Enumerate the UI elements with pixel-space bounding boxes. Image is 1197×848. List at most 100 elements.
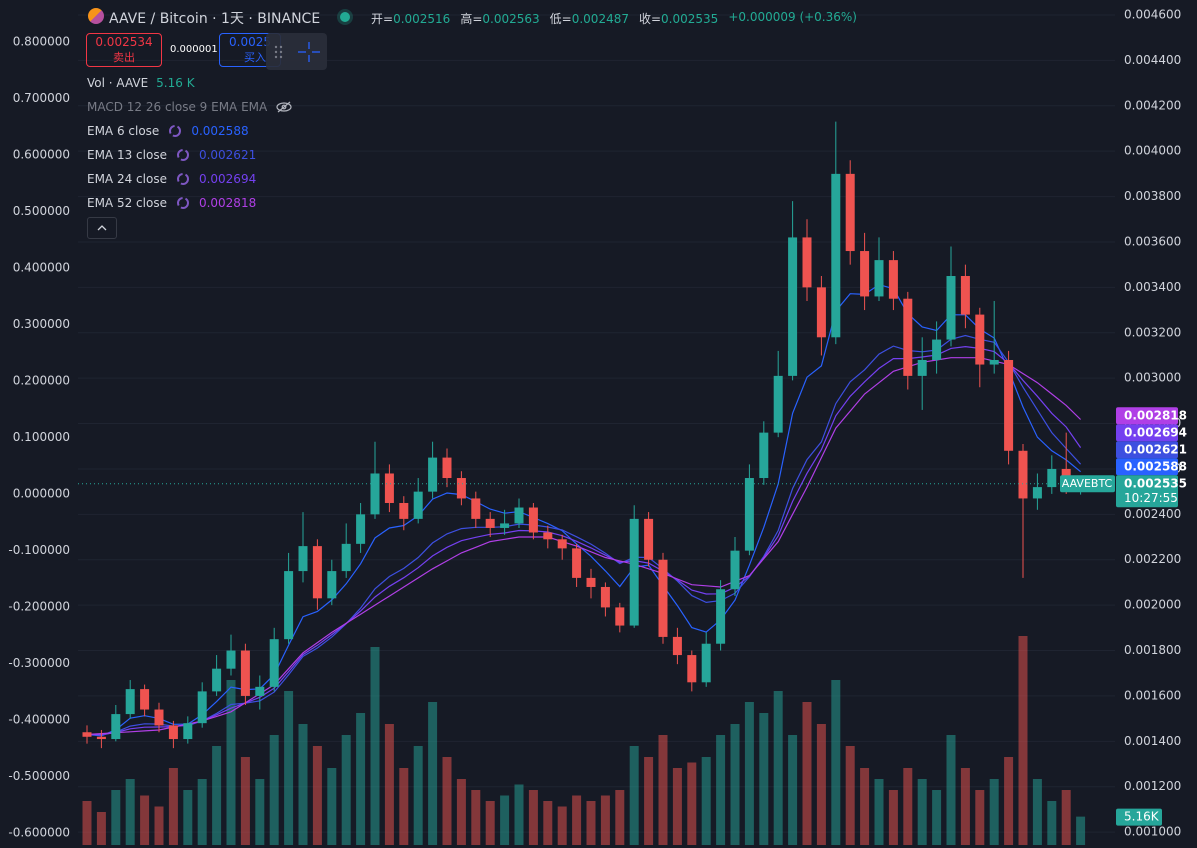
candle-body [111, 714, 121, 740]
candle-body [140, 689, 150, 710]
candle-body [903, 298, 913, 376]
source-icon[interactable] [175, 195, 191, 211]
volume-bar [298, 724, 308, 845]
hidden-icon[interactable] [275, 100, 293, 114]
volume-bar [572, 795, 582, 845]
y2-tick-label: 0.100000 [13, 430, 70, 444]
volume-bar [989, 779, 999, 845]
ema-price-label: 0.002588 [1124, 460, 1187, 474]
drawing-toolbar[interactable] [266, 33, 327, 70]
spread: 0.000001 [170, 44, 218, 55]
buy-price: 0.0025 [229, 35, 271, 49]
volume-bar [514, 784, 524, 845]
last-price-label: 0.002535 [1124, 477, 1187, 491]
candle-body [1047, 468, 1057, 488]
candle-body [1004, 359, 1014, 451]
buy-button[interactable]: 0.0025 买入 [219, 33, 281, 67]
volume-bar [615, 790, 625, 845]
volume-bar [111, 790, 121, 845]
volume-bar [442, 757, 452, 845]
y2-tick-label: 0.600000 [13, 147, 70, 161]
candle-body [226, 650, 236, 669]
ohlc: 开=0.002516 高=0.002563 低=0.002487 收=0.002… [371, 10, 857, 27]
legend-row: EMA 24 close 0.002694 [87, 169, 256, 189]
candle-body [629, 518, 639, 626]
volume-bar [744, 702, 754, 845]
candle-body [284, 571, 294, 640]
y-tick-label: 0.004200 [1124, 98, 1181, 112]
volume-bar [946, 735, 956, 845]
volume-bar [384, 724, 394, 845]
legend-value: 5.16 K [156, 76, 195, 90]
volume-bar [600, 795, 610, 845]
volume-bar [845, 746, 855, 845]
candle-body [586, 577, 596, 587]
volume-bar [716, 735, 726, 845]
ema-price-label: 0.002694 [1124, 426, 1187, 440]
volume-bar [816, 724, 826, 845]
y2-tick-label: 0.800000 [13, 34, 70, 48]
volume-bar [1061, 790, 1071, 845]
volume-bar [212, 746, 222, 845]
volume-bar [456, 779, 466, 845]
source-icon-ring [176, 197, 189, 209]
volume-bar [471, 790, 481, 845]
ema-line [86, 283, 1081, 737]
volume-bar [428, 702, 438, 845]
source-icon[interactable] [175, 147, 191, 163]
candle-body [370, 473, 380, 515]
y2-tick-label: 0.000000 [13, 487, 70, 501]
candle-body [701, 643, 711, 683]
candle-body [615, 607, 625, 626]
source-icon[interactable] [175, 171, 191, 187]
legend-value: 0.002621 [198, 148, 257, 162]
volume-bar [629, 746, 639, 845]
candle-body [946, 276, 956, 340]
y2-tick-label: 0.500000 [13, 204, 70, 218]
candle-body [82, 732, 92, 737]
sell-button[interactable]: 0.002534 卖出 [86, 33, 162, 67]
volume-bar [370, 647, 380, 845]
candle-body [600, 586, 610, 608]
legend-row: EMA 13 close 0.002621 [87, 145, 256, 165]
volume-bar [399, 768, 409, 845]
candle-body [168, 725, 178, 740]
volume-bar [903, 768, 913, 845]
candle-body [183, 723, 193, 740]
y2-tick-label: 0.700000 [13, 91, 70, 105]
y-tick-label: 0.001600 [1124, 688, 1181, 702]
volume-bar [125, 779, 135, 845]
volume-tag [1116, 808, 1162, 826]
volume-bar [312, 746, 322, 845]
candle-body [255, 686, 265, 696]
y-tick-label: 0.003800 [1124, 189, 1181, 203]
volume-bar [1032, 779, 1042, 845]
y-tick-label: 0.004400 [1124, 53, 1181, 67]
y-tick-label: 0.001200 [1124, 779, 1181, 793]
ohlc-label: 开= [371, 12, 394, 26]
candle-body [485, 518, 495, 528]
volume-bar [658, 735, 668, 845]
volume-bar [82, 801, 92, 845]
volume-tag-label: 5.16K [1124, 810, 1160, 824]
volume-bar [154, 806, 164, 845]
source-icon[interactable] [167, 123, 183, 139]
candle-body [744, 478, 754, 551]
volume-bar [168, 768, 178, 845]
candle-body [572, 548, 582, 578]
chevron-icon [97, 225, 107, 231]
volume-bar [888, 790, 898, 845]
y-tick-label: 0.003400 [1124, 280, 1181, 294]
candle-body [730, 550, 740, 590]
source-icon-ring [176, 149, 189, 161]
collapse-button[interactable] [87, 217, 117, 239]
ema-line [86, 334, 1082, 736]
volume-bar [341, 735, 351, 845]
candle-body [759, 432, 769, 479]
volume-bar [240, 757, 250, 845]
legend-value: 0.002694 [198, 172, 257, 186]
y-tick-label: 0.002000 [1124, 598, 1181, 612]
candle-body [384, 473, 394, 503]
